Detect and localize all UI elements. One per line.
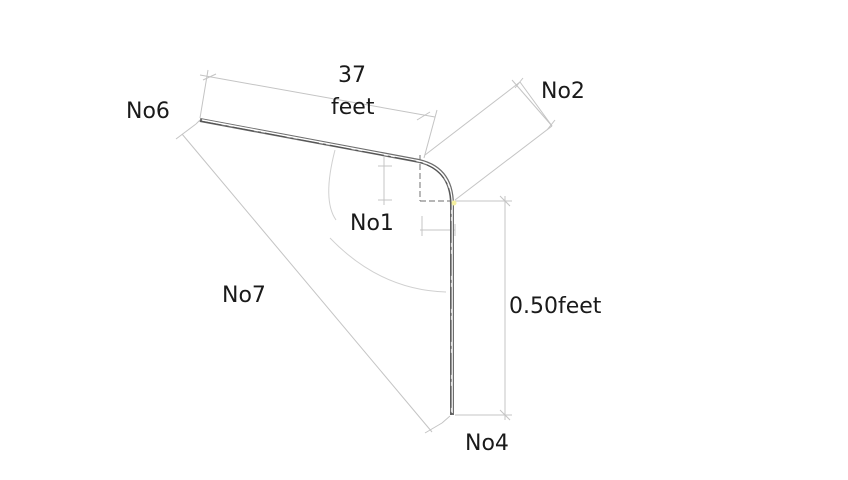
- flange-length-dimension: [199, 69, 438, 159]
- label-no6: No6: [126, 99, 170, 124]
- no7-dimension: [175, 119, 451, 434]
- height-dimension: [455, 195, 512, 421]
- bend-construction-lines: [419, 155, 455, 202]
- label-no7: No7: [222, 283, 266, 308]
- no2-dimension: [424, 77, 556, 201]
- bend-angle-arcs: [328, 149, 447, 293]
- label-no4: No4: [465, 431, 509, 456]
- bend-point: [451, 200, 457, 206]
- flange-length-unit: feet: [331, 95, 375, 120]
- label-height: 0.50feet: [509, 294, 602, 319]
- label-no1: No1: [350, 211, 394, 236]
- no1-dimension: [378, 157, 456, 236]
- label-no2: No2: [541, 79, 585, 104]
- flange-length-value: 37: [338, 63, 366, 88]
- bent-part: [199, 118, 454, 415]
